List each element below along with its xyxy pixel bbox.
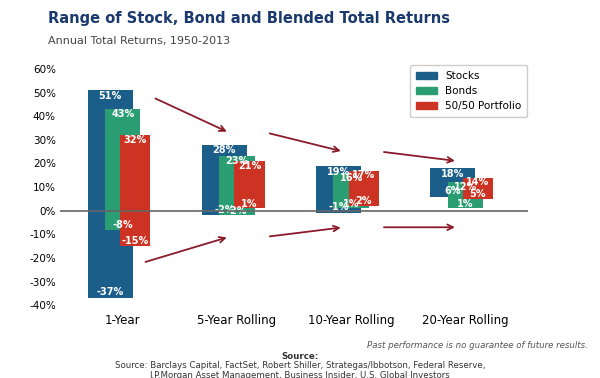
- Bar: [105, 109, 140, 229]
- Text: 1%: 1%: [241, 199, 258, 209]
- Text: Source: Barclays Capital, FactSet, Robert Shiller, Strategas/Ibbotson, Federal R: Source: Barclays Capital, FactSet, Rober…: [115, 361, 485, 378]
- Text: -37%: -37%: [97, 287, 124, 297]
- Text: 43%: 43%: [111, 109, 134, 119]
- Text: 28%: 28%: [212, 146, 236, 155]
- Text: 14%: 14%: [466, 177, 490, 187]
- Text: -15%: -15%: [122, 237, 149, 246]
- Text: 16%: 16%: [340, 173, 362, 183]
- Text: 1%: 1%: [457, 199, 473, 209]
- Text: 32%: 32%: [124, 135, 147, 145]
- Text: Annual Total Returns, 1950-2013: Annual Total Returns, 1950-2013: [48, 36, 230, 46]
- Text: 12%: 12%: [454, 182, 477, 192]
- Bar: [448, 183, 483, 208]
- Text: 1%: 1%: [343, 199, 359, 209]
- Text: -8%: -8%: [112, 220, 133, 230]
- Bar: [220, 156, 254, 215]
- Text: Past performance is no guarantee of future results.: Past performance is no guarantee of futu…: [367, 341, 588, 350]
- Bar: [235, 161, 265, 208]
- Text: 51%: 51%: [98, 91, 122, 101]
- Bar: [349, 170, 379, 206]
- Text: 23%: 23%: [226, 156, 248, 166]
- Text: 5%: 5%: [470, 189, 486, 199]
- Text: 17%: 17%: [352, 170, 375, 180]
- Text: -2%: -2%: [214, 204, 235, 215]
- Bar: [316, 166, 361, 213]
- Text: 2%: 2%: [355, 196, 372, 206]
- Bar: [88, 90, 133, 298]
- Text: -1%: -1%: [328, 202, 349, 212]
- Text: 21%: 21%: [238, 161, 261, 171]
- Text: -2%: -2%: [227, 206, 247, 216]
- Text: Range of Stock, Bond and Blended Total Returns: Range of Stock, Bond and Blended Total R…: [48, 11, 450, 26]
- Text: 6%: 6%: [445, 186, 461, 196]
- Bar: [430, 168, 475, 197]
- Text: 19%: 19%: [327, 167, 350, 177]
- Text: 18%: 18%: [441, 169, 464, 179]
- Bar: [334, 173, 368, 208]
- Legend: Stocks, Bonds, 50/50 Portfolio: Stocks, Bonds, 50/50 Portfolio: [410, 65, 527, 118]
- Text: Source:: Source:: [281, 352, 319, 361]
- Bar: [463, 178, 493, 199]
- Bar: [202, 144, 247, 215]
- Bar: [120, 135, 151, 246]
